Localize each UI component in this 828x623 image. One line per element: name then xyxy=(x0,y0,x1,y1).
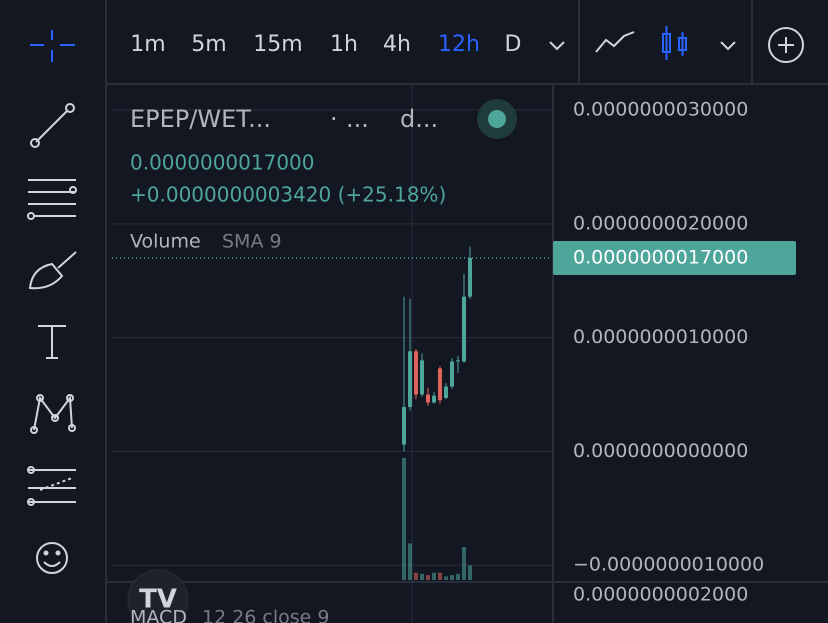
y-tick-label: 0.0000000000000 xyxy=(573,440,748,462)
timeframe-button[interactable]: 5m xyxy=(191,32,226,57)
volume-bar xyxy=(414,572,418,580)
candle-body xyxy=(432,395,436,403)
candle-body xyxy=(426,394,430,403)
volume-bar xyxy=(402,458,406,580)
candle-body xyxy=(438,368,442,401)
more-intervals[interactable] xyxy=(549,41,565,51)
volume-legend[interactable]: Volume xyxy=(130,231,201,253)
drawing-toolbar xyxy=(0,0,106,623)
volume-bar xyxy=(468,565,472,580)
symbol[interactable]: EPEP/WET... xyxy=(130,105,271,133)
candle-body xyxy=(456,360,460,362)
timeframe-button[interactable]: 1h xyxy=(330,32,358,57)
volume-bar xyxy=(408,543,412,580)
volume-bar xyxy=(456,573,460,580)
interval-more: ... xyxy=(346,105,369,133)
volume-bar xyxy=(462,547,466,580)
interval: · xyxy=(330,105,338,133)
candle-body xyxy=(450,361,454,387)
text-tool[interactable] xyxy=(38,325,66,359)
add-indicator[interactable] xyxy=(768,27,804,63)
volume-bar xyxy=(426,575,430,580)
emoji-tool[interactable] xyxy=(36,542,68,574)
candle-body xyxy=(414,351,418,395)
candle-chart-type[interactable] xyxy=(662,26,687,60)
y-tick-label: −0.0000000010000 xyxy=(573,554,764,576)
crosshair-tool[interactable] xyxy=(30,30,75,62)
macd-params: 12 26 close 9 xyxy=(202,607,330,623)
timeframe-button[interactable]: D xyxy=(505,32,522,57)
brush-tool[interactable] xyxy=(28,251,77,290)
line-chart-type[interactable] xyxy=(595,31,635,53)
timeframe-button[interactable]: 4h xyxy=(383,32,411,57)
timeframe-button[interactable]: 12h xyxy=(438,32,480,57)
volume-bar xyxy=(420,573,424,580)
last-price: 0.0000000017000 xyxy=(130,151,315,175)
candle-body xyxy=(468,257,472,297)
y-tick-label: 0.0000000010000 xyxy=(573,326,748,348)
more-chart-types[interactable] xyxy=(720,41,736,51)
pattern-tool[interactable] xyxy=(30,394,76,434)
volume-bar xyxy=(444,576,448,580)
candle-body xyxy=(408,351,412,408)
volume-params: SMA 9 xyxy=(222,231,282,253)
volume-bar xyxy=(450,575,454,580)
last-price-tag xyxy=(553,240,796,275)
candle-body xyxy=(402,407,406,445)
candle-body xyxy=(462,296,466,362)
forecast-tool[interactable] xyxy=(27,466,76,506)
macd-legend[interactable]: MACD xyxy=(130,607,187,623)
tv-logo[interactable] xyxy=(127,569,189,623)
price-change: +0.0000000003420 (+25.18%) xyxy=(130,183,446,207)
macd-axis-label: 0.0000000002000 xyxy=(573,584,748,606)
exchange: d... xyxy=(400,105,438,133)
last-price-tag-label: 0.0000000017000 xyxy=(573,246,748,268)
candle-body xyxy=(444,386,448,398)
tv-logo-text: TV xyxy=(139,585,177,615)
trendline-tool[interactable] xyxy=(30,103,75,148)
candle-body xyxy=(420,360,424,395)
y-tick-label: 0.0000000020000 xyxy=(573,212,748,234)
timeframe-button[interactable]: 15m xyxy=(253,32,302,57)
fib-tool[interactable] xyxy=(27,179,77,220)
timeframe-button[interactable]: 1m xyxy=(130,32,165,57)
market-status-dot xyxy=(488,110,506,128)
volume-bar xyxy=(438,572,442,580)
y-tick-label: 0.0000000030000 xyxy=(573,99,748,121)
volume-bar xyxy=(432,572,436,580)
